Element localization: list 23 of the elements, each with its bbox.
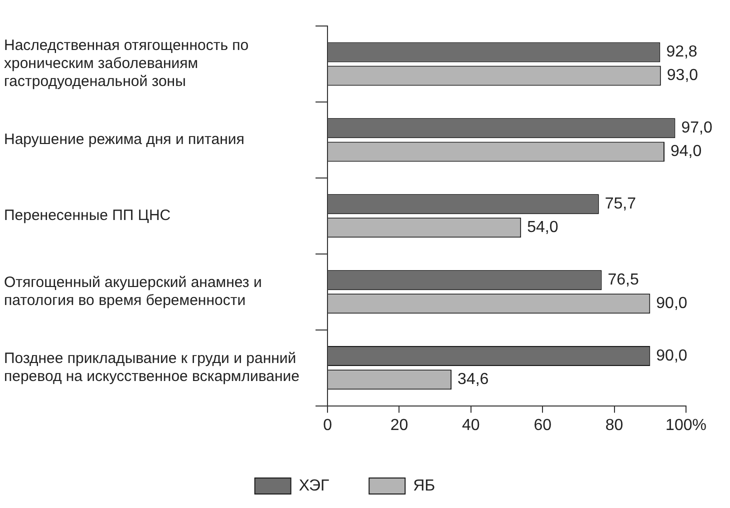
x-tick-label: 20: [390, 416, 408, 434]
x-tick-label: 0: [323, 416, 332, 434]
data-label: 34,6: [458, 371, 489, 388]
y-tick-label: Позднее прикладывание к груди и ранний перевод на искусственное вскармливание: [4, 350, 300, 385]
legend-label: ХЭГ: [298, 477, 330, 494]
y-tick-label: Наследственная отягощенность по хроническим заболеваниям гастродуоденальной зоны: [4, 37, 249, 90]
data-label: 90,0: [656, 295, 688, 312]
data-label: 94,0: [670, 143, 702, 160]
data-label: 54,0: [527, 219, 558, 236]
data-label: 97,0: [681, 120, 712, 137]
y-tick-label: Перенесенные ПП ЦНС: [4, 207, 171, 224]
data-label: 92,8: [666, 44, 698, 61]
data-label: 75,7: [604, 196, 636, 213]
y-tick-label: Нарушение режима дня и питания: [4, 131, 244, 148]
legend-label: ЯБ: [413, 477, 436, 494]
x-tick-label: 100%: [666, 416, 706, 434]
x-tick-label: 60: [534, 416, 552, 434]
y-tick-label: Отягощенный акушерский анамнез и патология во время беременности: [4, 274, 262, 309]
x-tick-label: 80: [605, 416, 624, 434]
data-label: 90,0: [656, 347, 688, 364]
data-label: 76,5: [608, 271, 639, 288]
x-tick-label: 40: [462, 416, 480, 434]
data-label: 93,0: [666, 67, 698, 84]
